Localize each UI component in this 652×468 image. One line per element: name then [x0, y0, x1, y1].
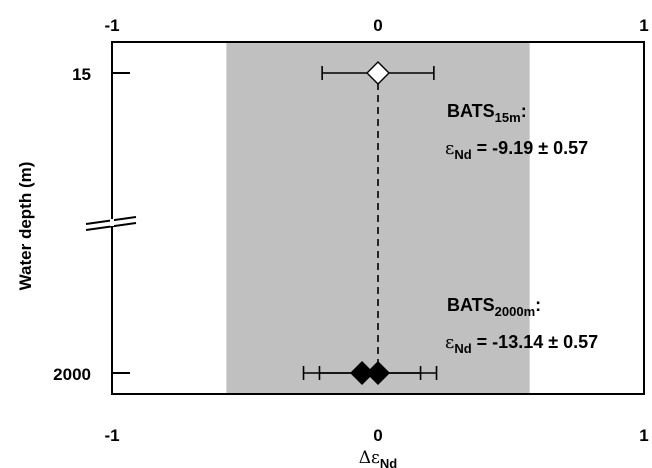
data-point-1-0	[350, 361, 375, 385]
x-tick-label-top-0: -1	[104, 16, 119, 35]
x-tick-label-bottom-1: 0	[373, 426, 382, 445]
y-axis-label: Water depth (m)	[16, 162, 35, 291]
x-axis-label-symbol: Δε	[359, 448, 380, 468]
y-tick-label-2000: 2000	[53, 365, 91, 384]
annotation-bats-15m-site: BATS15m:	[447, 101, 527, 125]
x-tick-label-top-2: 1	[639, 16, 648, 35]
chart-marks	[85, 61, 438, 385]
y-tick-label-15: 15	[72, 65, 91, 84]
y-axis-break-gap	[110, 219, 114, 226]
annotation-bats-2000m-value: εNd = -13.14 ± 0.57	[445, 332, 598, 356]
x-axis-label-sub: Nd	[380, 456, 397, 468]
x-tick-label-bottom-2: 1	[639, 426, 648, 445]
data-point-1-1	[366, 361, 390, 385]
x-tick-label-top-1: 0	[373, 16, 382, 35]
annotation-bats-2000m-site: BATS2000m:	[447, 295, 541, 319]
plot-frame	[111, 41, 645, 395]
annotation-bats-15m-value: εNd = -9.19 ± 0.57	[445, 138, 588, 162]
x-tick-label-bottom-0: -1	[104, 426, 119, 445]
x-axis-label: ΔεNd	[359, 448, 397, 468]
y-axis-break-mark-2	[85, 222, 137, 231]
data-point-0-0	[366, 61, 390, 85]
